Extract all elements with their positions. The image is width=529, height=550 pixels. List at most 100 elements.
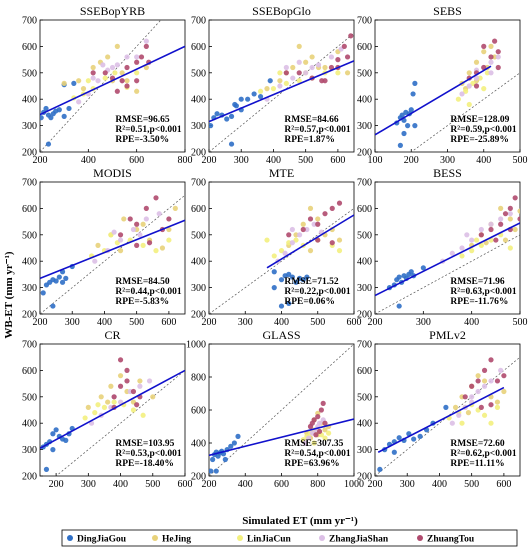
point-dingjiagou [412, 123, 418, 129]
legend-box [61, 529, 518, 547]
point-linjiacun [463, 88, 469, 94]
legend-label-zhangjiashan: ZhangJiaShan [329, 535, 389, 545]
point-dingjiagou [408, 107, 414, 113]
x-tick-label: 800 [310, 479, 325, 490]
point-linjiacun [494, 404, 501, 410]
point-zhuangtou [153, 195, 159, 201]
point-zhuangtou [322, 211, 328, 217]
regression-line [209, 418, 354, 457]
plot-area [375, 38, 520, 152]
point-hejing [507, 216, 513, 222]
point-zhuangtou [124, 378, 130, 384]
point-zhangjiashan [498, 367, 504, 373]
point-zhuangtou [336, 200, 343, 206]
y-tick-label: 700 [22, 340, 37, 351]
point-zhuangtou [111, 394, 117, 400]
point-dingjiagou [59, 279, 66, 285]
regression-line [40, 369, 185, 449]
point-linjiacun [153, 248, 159, 254]
point-zhangjiashan [95, 78, 101, 84]
point-dingjiagou [300, 277, 306, 283]
y-tick-label: 600 [22, 366, 37, 377]
legend-label-linjiacun: LinJiaCun [247, 535, 292, 545]
r2-label: R²=0.57,p<0.001 [284, 125, 350, 135]
point-zhangjiashan [306, 435, 312, 441]
point-linjiacun [130, 407, 137, 413]
point-zhuangtou [130, 388, 137, 395]
x-tick-label: 400 [238, 479, 253, 490]
point-zhangjiashan [469, 394, 475, 400]
point-linjiacun [134, 70, 140, 76]
point-linjiacun [283, 80, 289, 86]
point-zhuangtou [124, 64, 130, 71]
point-dingjiagou [267, 78, 273, 84]
point-zhuangtou [296, 70, 302, 76]
point-zhangjiashan [134, 54, 140, 60]
point-zhuangtou [494, 378, 501, 384]
point-dingjiagou [231, 440, 237, 446]
point-zhuangtou [286, 232, 292, 238]
y-axis-label: WB-ET (mm yr⁻¹) [3, 251, 15, 338]
point-dingjiagou [50, 303, 56, 309]
point-linjiacun [101, 404, 108, 410]
point-zhuangtou [283, 70, 289, 76]
point-dingjiagou [63, 275, 69, 281]
point-hejing [80, 86, 87, 92]
point-linjiacun [455, 96, 461, 102]
point-dingjiagou [391, 449, 397, 455]
point-zhangjiashan [124, 54, 130, 60]
panel-title: MTE [269, 166, 294, 180]
point-zhangjiashan [289, 240, 295, 246]
point-hejing [119, 70, 125, 76]
y-tick-label: 600 [22, 42, 37, 53]
y-tick-label: 300 [357, 283, 372, 294]
rmse-label: RMSE=307.35 [284, 439, 343, 449]
x-tick-label: 600 [274, 479, 289, 490]
y-tick-label: 700 [22, 178, 37, 189]
point-hejing [452, 404, 459, 410]
point-zhangjiashan [478, 226, 484, 233]
point-linjiacun [112, 70, 118, 76]
point-linjiacun [92, 410, 98, 416]
point-hejing [61, 80, 67, 86]
point-zhangjiashan [156, 211, 162, 217]
point-hejing [322, 427, 328, 433]
point-linjiacun [278, 248, 285, 254]
point-linjiacun [335, 70, 341, 76]
point-hejing [277, 78, 283, 84]
point-dingjiagou [209, 123, 214, 129]
point-hejing [494, 399, 501, 405]
y-tick-label: 200 [22, 310, 37, 321]
point-hejing [501, 388, 507, 395]
regression-line [375, 65, 492, 136]
y-tick-label: 400 [357, 95, 372, 106]
rmse-label: RMSE=103.95 [115, 439, 174, 449]
point-hejing [150, 394, 156, 400]
point-zhuangtou [307, 216, 314, 222]
point-hejing [105, 399, 111, 405]
point-dingjiagou [396, 303, 402, 309]
point-hejing [121, 216, 127, 222]
point-dingjiagou [293, 279, 299, 285]
plot-area [209, 200, 354, 314]
panel-title: CR [104, 328, 120, 342]
regression-line [377, 386, 505, 453]
regression-line [40, 219, 185, 280]
point-dingjiagou [399, 112, 405, 118]
point-hejing [488, 43, 494, 50]
point-dingjiagou [210, 456, 216, 463]
point-dingjiagou [408, 269, 414, 275]
point-linjiacun [477, 75, 483, 81]
r2-label: R²=0.44,p<0.001 [115, 287, 181, 297]
point-linjiacun [271, 253, 277, 259]
legend: DingJiaGou HeJing LinJiaCun ZhangJiaShan Zhu… [61, 529, 518, 547]
point-zhangjiashan [297, 232, 303, 238]
point-zhuangtou [134, 221, 140, 227]
point-dingjiagou [289, 274, 295, 280]
point-zhuangtou [348, 33, 354, 39]
plot-area [375, 356, 520, 476]
point-zhangjiashan [117, 399, 124, 405]
point-dingjiagou [228, 443, 234, 449]
rpe-label: RPE=-5.83% [115, 297, 169, 307]
